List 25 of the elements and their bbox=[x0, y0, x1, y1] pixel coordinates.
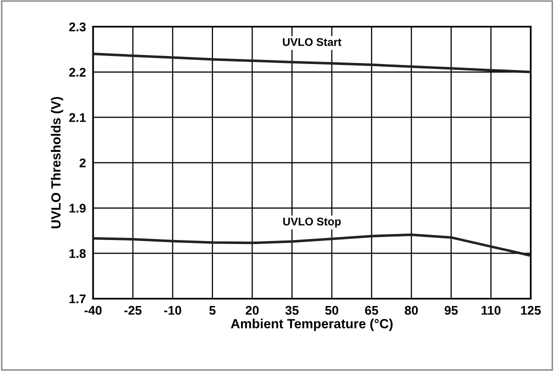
series-label: UVLO Start bbox=[282, 38, 342, 46]
series-label: UVLO Stop bbox=[283, 218, 341, 228]
x-tick-label: -40 bbox=[84, 306, 102, 315]
y-tick-label: 2.3 bbox=[69, 22, 86, 32]
x-tick-label: 50 bbox=[325, 306, 338, 315]
line-series bbox=[93, 234, 531, 257]
x-tick-label: 65 bbox=[365, 306, 378, 315]
y-tick-label: 2.2 bbox=[69, 68, 86, 77]
x-tick-label: 110 bbox=[482, 306, 501, 315]
x-tick-label: 5 bbox=[209, 306, 216, 315]
x-tick-label: 95 bbox=[444, 306, 458, 315]
x-tick-label: 80 bbox=[404, 306, 418, 315]
y-tick-label: 1.7 bbox=[70, 294, 86, 304]
y-axis-title: UVLO Thresholds (V) bbox=[50, 96, 64, 228]
y-tick-label: 2.1 bbox=[69, 113, 86, 122]
x-tick-label: 125 bbox=[521, 306, 541, 315]
line-series bbox=[93, 52, 531, 74]
x-tick-label: 35 bbox=[285, 306, 299, 315]
x-tick-label: -10 bbox=[164, 306, 182, 315]
x-axis-title: Ambient Temperature (°C) bbox=[230, 318, 393, 331]
x-tick-label: 20 bbox=[246, 306, 259, 315]
x-tick-label: -25 bbox=[124, 306, 142, 315]
y-tick-label: 2 bbox=[80, 158, 86, 168]
y-tick-label: 1.8 bbox=[70, 249, 86, 258]
y-tick-label: 1.9 bbox=[70, 204, 86, 213]
